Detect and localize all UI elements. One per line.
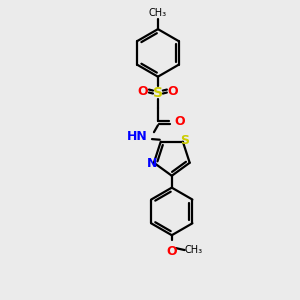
Text: O: O	[138, 85, 148, 98]
Text: N: N	[147, 157, 157, 170]
Text: CH₃: CH₃	[185, 245, 203, 255]
Text: CH₃: CH₃	[149, 8, 167, 18]
Text: S: S	[153, 85, 163, 100]
Text: O: O	[175, 115, 185, 128]
Text: HN: HN	[127, 130, 148, 142]
Text: O: O	[167, 85, 178, 98]
Text: S: S	[180, 134, 189, 147]
Text: O: O	[167, 245, 177, 258]
